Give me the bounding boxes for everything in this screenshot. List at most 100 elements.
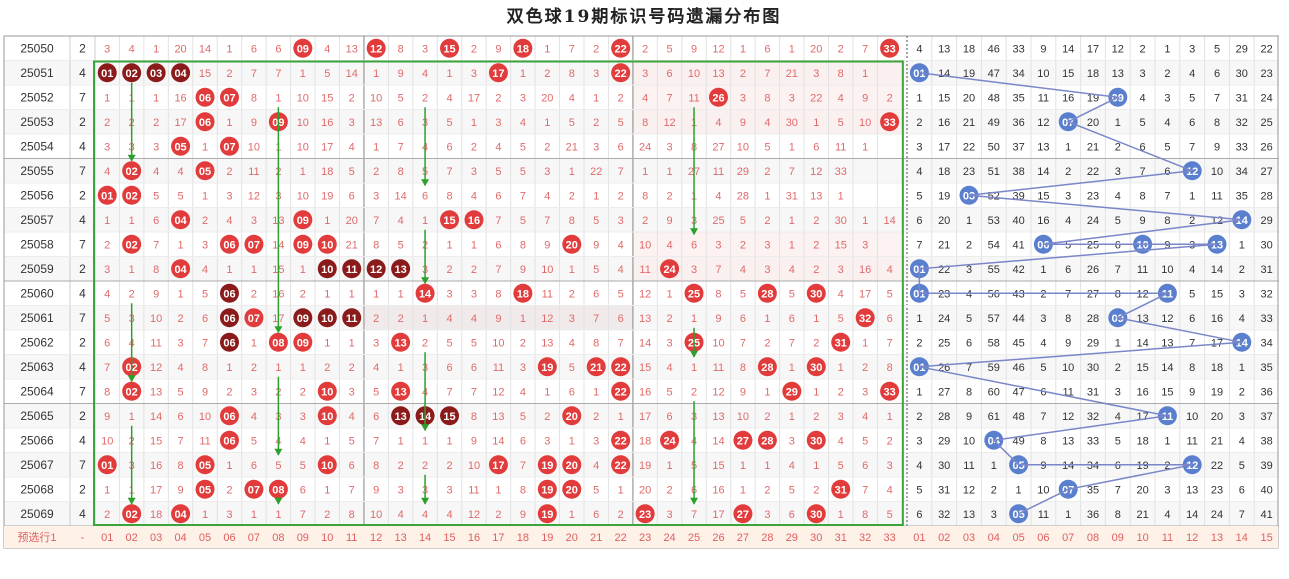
omission-value: 4 bbox=[202, 264, 208, 276]
omission-value: 7 bbox=[178, 435, 184, 447]
blue-ball-label: 06 bbox=[1037, 239, 1049, 251]
blue-column-header: 06 bbox=[1037, 532, 1049, 544]
omission-value: 10 bbox=[297, 141, 309, 153]
red-ball bbox=[195, 455, 215, 475]
omission-value: 1 bbox=[349, 288, 355, 300]
blue-omission-value: 42 bbox=[1012, 264, 1024, 276]
omission-value: 20 bbox=[639, 484, 651, 496]
omission-value: 8 bbox=[153, 264, 159, 276]
omission-value: 1 bbox=[813, 460, 819, 472]
omission-value: 4 bbox=[373, 362, 379, 374]
omission-value: 1 bbox=[422, 313, 428, 325]
red-ball-label: 07 bbox=[223, 141, 235, 153]
omission-value: 5 bbox=[495, 166, 501, 178]
omission-value: 6 bbox=[593, 509, 599, 521]
omission-value: 5 bbox=[324, 68, 330, 80]
red-ball-label: 29 bbox=[786, 386, 798, 398]
blue-omission-value: 23 bbox=[1260, 68, 1272, 80]
sum-value: 7 bbox=[79, 237, 86, 251]
blue-ball-label: 14 bbox=[1236, 337, 1249, 349]
issue-number: 25058 bbox=[20, 237, 54, 251]
omission-value: 1 bbox=[618, 411, 624, 423]
red-ball bbox=[488, 455, 508, 475]
red-ball-label: 08 bbox=[272, 337, 284, 349]
blue-omission-value: 31 bbox=[1236, 92, 1248, 104]
blue-omission-value: 11 bbox=[1186, 435, 1197, 447]
red-ball-label: 10 bbox=[321, 460, 333, 472]
omission-value: 4 bbox=[495, 141, 501, 153]
blue-omission-value: 1 bbox=[1065, 141, 1071, 153]
omission-value: 8 bbox=[251, 92, 257, 104]
blue-omission-value: 1 bbox=[1164, 43, 1170, 55]
omission-value: 2 bbox=[178, 313, 184, 325]
omission-value: 8 bbox=[202, 362, 208, 374]
omission-value: 2 bbox=[349, 92, 355, 104]
omission-value: 4 bbox=[520, 117, 526, 129]
red-ball-label: 05 bbox=[199, 460, 211, 472]
red-ball bbox=[684, 283, 704, 303]
omission-value: 7 bbox=[104, 362, 110, 374]
omission-value: 7 bbox=[789, 166, 795, 178]
red-ball-label: 13 bbox=[395, 386, 407, 398]
omission-value: 15 bbox=[712, 460, 724, 472]
blue-omission-value: 1 bbox=[916, 386, 922, 398]
omission-value: 3 bbox=[642, 68, 648, 80]
omission-value: 3 bbox=[471, 166, 477, 178]
omission-value: 9 bbox=[398, 68, 404, 80]
arrow-head bbox=[274, 448, 283, 456]
omission-value: 1 bbox=[813, 313, 819, 325]
blue-column-header: 11 bbox=[1162, 532, 1173, 544]
omission-value: 6 bbox=[349, 190, 355, 202]
omission-value: 5 bbox=[740, 288, 746, 300]
red-ball bbox=[293, 308, 313, 328]
blue-omission-value: 7 bbox=[1189, 337, 1195, 349]
red-column-header: 30 bbox=[810, 532, 822, 544]
red-column-header: 14 bbox=[419, 532, 431, 544]
red-column-header: 08 bbox=[272, 532, 284, 544]
blue-omission-value: 4 bbox=[916, 460, 922, 472]
red-ball bbox=[171, 136, 191, 156]
red-ball-label: 26 bbox=[712, 92, 724, 104]
blue-omission-value: 36 bbox=[1087, 509, 1099, 521]
omission-value: 5 bbox=[618, 117, 624, 129]
row-bg bbox=[4, 428, 1279, 453]
omission-value: 3 bbox=[153, 141, 159, 153]
omission-value: 6 bbox=[373, 411, 379, 423]
omission-value: 1 bbox=[569, 435, 575, 447]
red-ball-label: 15 bbox=[443, 411, 455, 423]
red-ball-label: 27 bbox=[737, 435, 749, 447]
blue-omission-value: 34 bbox=[1260, 337, 1272, 349]
omission-value: 2 bbox=[349, 362, 355, 374]
blue-omission-value: 2 bbox=[1115, 141, 1121, 153]
omission-value: 1 bbox=[324, 435, 330, 447]
red-ball bbox=[219, 87, 239, 107]
blue-omission-value: 6 bbox=[1189, 117, 1195, 129]
row-bg bbox=[4, 330, 1279, 355]
blue-omission-value: 3 bbox=[1164, 92, 1170, 104]
red-ball bbox=[537, 455, 557, 475]
omission-value: 7 bbox=[740, 337, 746, 349]
red-ball bbox=[537, 479, 557, 499]
blue-omission-value: 34 bbox=[1012, 68, 1024, 80]
omission-value: 3 bbox=[104, 43, 110, 55]
omission-value: 2 bbox=[667, 484, 673, 496]
omission-value: 3 bbox=[789, 435, 795, 447]
blue-omission-value: 25 bbox=[1087, 239, 1099, 251]
blue-omission-value: 18 bbox=[938, 166, 950, 178]
omission-value: 3 bbox=[593, 141, 599, 153]
blue-omission-value: 10 bbox=[1037, 68, 1049, 80]
omission-value: 17 bbox=[468, 92, 480, 104]
blue-omission-value: 3 bbox=[1189, 43, 1195, 55]
omission-value: 1 bbox=[740, 484, 746, 496]
omission-value: 2 bbox=[324, 362, 330, 374]
omission-value: 13 bbox=[712, 411, 724, 423]
blue-omission-value: 37 bbox=[1012, 141, 1024, 153]
blue-ball-label: 12 bbox=[1186, 460, 1198, 472]
omission-value: 8 bbox=[764, 92, 770, 104]
omission-value: 3 bbox=[593, 68, 599, 80]
omission-value: 12 bbox=[712, 43, 724, 55]
blue-omission-value: 56 bbox=[988, 288, 1000, 300]
omission-value: 1 bbox=[667, 460, 673, 472]
red-ball-label: 33 bbox=[884, 43, 896, 55]
omission-value: 5 bbox=[520, 166, 526, 178]
